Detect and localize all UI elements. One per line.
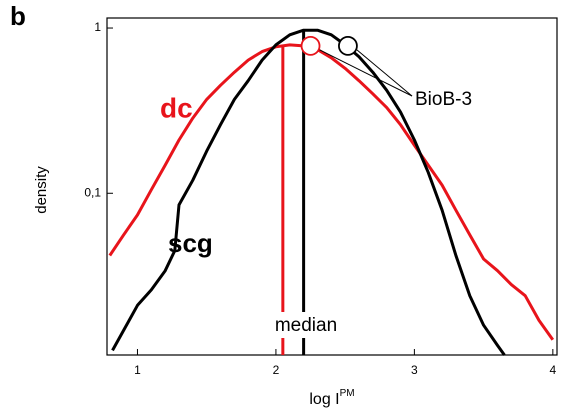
median-label: median [275, 315, 337, 336]
marker [338, 35, 358, 56]
x-tick-label: 1 [134, 363, 141, 377]
median-label-bg [262, 312, 352, 338]
series-label: dc [160, 92, 193, 123]
panel-label: b [10, 1, 26, 31]
series-line [108, 43, 555, 341]
x-tick-label: 3 [411, 363, 418, 377]
x-axis-label: log IPM [309, 388, 354, 409]
plot-frame [106, 17, 558, 356]
annotation-arrow [319, 49, 413, 97]
series-line [111, 28, 506, 356]
x-tick-label: 4 [550, 363, 557, 377]
x-axis-label-main: log I [309, 391, 339, 408]
y-axis-label: density [33, 166, 50, 214]
annotation-arrow [356, 49, 413, 97]
marker [300, 35, 321, 56]
x-tick-label: 2 [273, 363, 280, 377]
x-axis-label-sup: PM [340, 388, 355, 399]
y-tick-label: 1 [94, 20, 101, 34]
y-tick-label: 0,1 [84, 185, 101, 199]
series-label: scg [168, 228, 213, 258]
marker-label: BioB-3 [415, 89, 472, 110]
